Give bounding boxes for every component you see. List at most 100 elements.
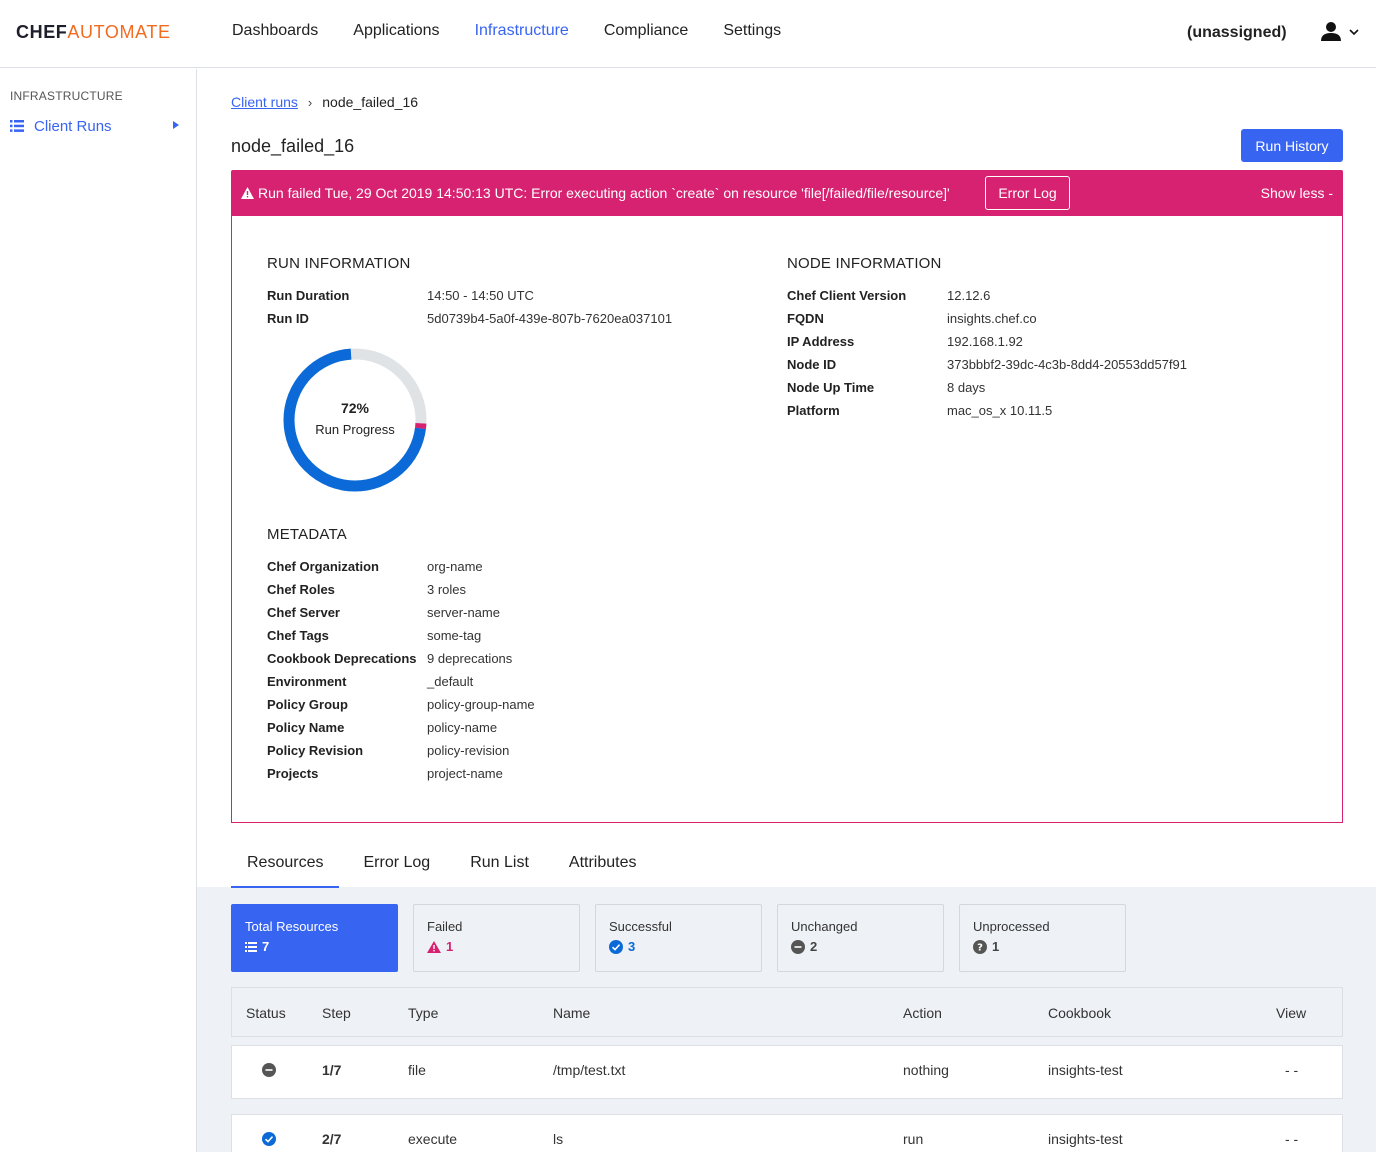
- row-view: - -: [1285, 1131, 1299, 1147]
- main-nav: Dashboards Applications Infrastructure C…: [232, 22, 781, 40]
- progress-percent: 72%: [340, 400, 370, 416]
- warning-icon: [241, 187, 254, 199]
- card-count-row: ? 1: [973, 939, 1112, 954]
- row-cookbook: insights-test: [1048, 1131, 1123, 1147]
- run-info-key: Run ID: [267, 311, 309, 326]
- user-menu-button[interactable]: [1320, 20, 1360, 46]
- row-type: execute: [408, 1131, 458, 1147]
- run-details-panel: [231, 216, 1343, 823]
- table-row[interactable]: 1/7 file /tmp/test.txt nothing insights-…: [231, 1045, 1343, 1099]
- node-information-list: Chef Client Version 12.12.6 FQDN insights.…: [787, 288, 1187, 426]
- metadata-key: Policy Group: [267, 697, 348, 712]
- node-info-value: 8 days: [947, 380, 986, 395]
- card-label: Unprocessed: [973, 919, 1050, 934]
- tab-error-log[interactable]: Error Log: [363, 854, 431, 871]
- metadata-value: _default: [427, 674, 474, 689]
- metadata-key: Policy Name: [267, 720, 345, 735]
- breadcrumb: Client runs › node_failed_16: [231, 94, 418, 110]
- progress-arc: [283, 348, 427, 492]
- logo-automate-text: AUTOMATE: [67, 22, 171, 42]
- metadata-row: Policy Name policy-name: [267, 720, 535, 743]
- row-name: ls: [553, 1131, 564, 1147]
- warning-icon: [427, 940, 441, 953]
- col-action[interactable]: Action: [903, 1005, 942, 1021]
- node-info-key: Chef Client Version: [787, 288, 907, 303]
- metadata-value: server-name: [427, 605, 500, 620]
- node-info-row: Platform mac_os_x 10.11.5: [787, 403, 1187, 426]
- status-successful-icon: [262, 1132, 276, 1149]
- breadcrumb-current: node_failed_16: [322, 94, 419, 110]
- nav-dashboards[interactable]: Dashboards: [232, 22, 319, 39]
- top-navbar: CHEFAUTOMATE Dashboards Applications Inf…: [0, 0, 1376, 68]
- node-info-key: Node ID: [787, 357, 837, 372]
- node-info-key: IP Address: [787, 334, 855, 349]
- metadata-row: Chef Tags some-tag: [267, 628, 535, 651]
- logo-chef-text: CHEF: [16, 22, 68, 42]
- metadata-key: Policy Revision: [267, 743, 364, 758]
- node-info-row: Node Up Time 8 days: [787, 380, 1187, 403]
- resource-status-cards: Total Resources 7 Failed 1 Successful: [231, 904, 1126, 972]
- alert-message: Run failed Tue, 29 Oct 2019 14:50:13 UTC…: [241, 185, 950, 201]
- tab-resources[interactable]: Resources: [231, 848, 340, 888]
- run-info-value: 14:50 - 14:50 UTC: [427, 288, 534, 303]
- project-selector[interactable]: (unassigned): [1187, 24, 1287, 41]
- card-label: Total Resources: [245, 919, 339, 934]
- question-circle-icon: ?: [973, 939, 987, 954]
- metadata-key: Environment: [267, 674, 347, 689]
- run-info-row: Run ID 5d0739b4-5a0f-439e-807b-7620ea0371…: [267, 311, 672, 334]
- sidebar-item-client-runs[interactable]: Client Runs: [10, 115, 185, 137]
- nav-settings[interactable]: Settings: [723, 22, 782, 39]
- run-history-button[interactable]: Run History: [1241, 129, 1343, 162]
- table-row[interactable]: 2/7 execute ls run insights-test - -: [231, 1114, 1343, 1152]
- chef-automate-logo[interactable]: CHEFAUTOMATE: [16, 22, 171, 43]
- col-name[interactable]: Name: [553, 1005, 591, 1021]
- nav-infrastructure[interactable]: Infrastructure: [474, 22, 569, 39]
- card-unprocessed[interactable]: Unprocessed ? 1: [959, 904, 1126, 972]
- node-info-value: mac_os_x 10.11.5: [947, 403, 1053, 418]
- resources-table-header: Status Step Type Name Action Cookbook Vi…: [231, 987, 1343, 1037]
- svg-text:?: ?: [977, 942, 983, 953]
- node-info-value: insights.chef.co: [947, 311, 1037, 326]
- card-count-row: 1: [427, 939, 566, 954]
- run-info-key: Run Duration: [267, 288, 350, 303]
- col-step[interactable]: Step: [322, 1005, 351, 1021]
- error-log-button[interactable]: Error Log: [985, 176, 1070, 210]
- run-info-row: Run Duration 14:50 - 14:50 UTC: [267, 288, 672, 311]
- card-count-row: 3: [609, 939, 748, 954]
- metadata-key: Chef Roles: [267, 582, 335, 597]
- metadata-row: Environment _default: [267, 674, 535, 697]
- nav-compliance[interactable]: Compliance: [603, 22, 689, 39]
- metadata-row: Chef Server server-name: [267, 605, 535, 628]
- chevron-down-icon: [1349, 29, 1359, 36]
- metadata-row: Projects project-name: [267, 766, 535, 789]
- col-type[interactable]: Type: [408, 1005, 439, 1021]
- metadata-value: org-name: [427, 559, 483, 574]
- metadata-key: Cookbook Deprecations: [267, 651, 417, 666]
- col-status[interactable]: Status: [246, 1005, 286, 1021]
- card-label: Unchanged: [791, 919, 858, 934]
- card-successful[interactable]: Successful 3: [595, 904, 762, 972]
- card-total-resources[interactable]: Total Resources 7: [231, 904, 398, 972]
- nav-applications[interactable]: Applications: [353, 22, 440, 39]
- card-count: 7: [262, 939, 270, 954]
- run-info-value: 5d0739b4-5a0f-439e-807b-7620ea037101: [427, 311, 673, 326]
- metadata-value: policy-revision: [427, 743, 510, 758]
- card-count: 2: [810, 939, 818, 954]
- col-view: View: [1276, 1005, 1307, 1021]
- show-less-toggle[interactable]: Show less -: [1260, 185, 1333, 201]
- card-unchanged[interactable]: Unchanged 2: [777, 904, 944, 972]
- metadata-row: Cookbook Deprecations 9 deprecations: [267, 651, 535, 674]
- row-step: 1/7: [322, 1062, 342, 1078]
- col-cookbook[interactable]: Cookbook: [1048, 1005, 1112, 1021]
- metadata-value: 3 roles: [427, 582, 467, 597]
- breadcrumb-client-runs-link[interactable]: Client runs: [231, 94, 298, 110]
- metadata-key: Projects: [267, 766, 319, 781]
- card-count-row: 2: [791, 939, 930, 954]
- row-step: 2/7: [322, 1131, 342, 1147]
- tab-run-list[interactable]: Run List: [470, 854, 529, 871]
- card-failed[interactable]: Failed 1: [413, 904, 580, 972]
- card-label: Failed: [427, 919, 463, 934]
- row-type: file: [408, 1062, 426, 1078]
- tab-attributes[interactable]: Attributes: [568, 854, 637, 871]
- status-unchanged-icon: [262, 1063, 276, 1080]
